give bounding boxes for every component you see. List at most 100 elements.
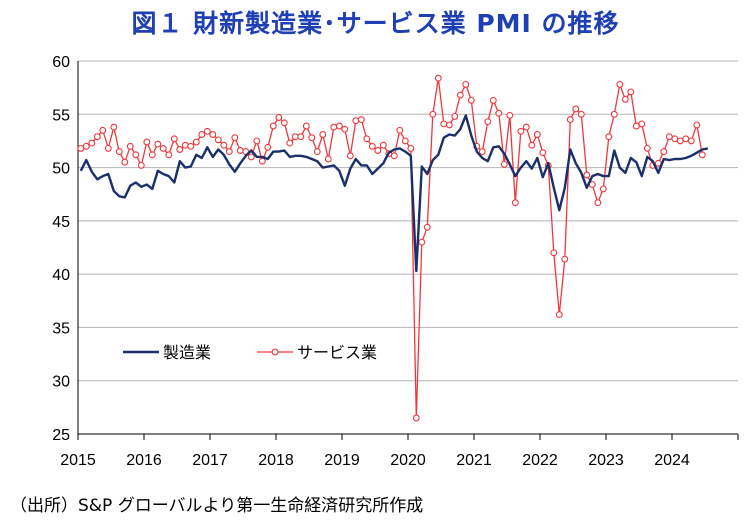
- data-point-services: [192, 138, 200, 146]
- data-point-services: [148, 151, 156, 159]
- data-point-services: [176, 146, 184, 153]
- data-point-services: [440, 120, 448, 128]
- y-tick-label: 30: [52, 374, 70, 391]
- data-point-services: [412, 414, 420, 422]
- data-point-services: [418, 238, 426, 246]
- data-point-services: [275, 114, 283, 121]
- x-tick-label: 2018: [258, 452, 294, 469]
- data-point-services: [561, 255, 569, 263]
- x-tick-label: 2016: [126, 452, 162, 469]
- data-point-services: [341, 125, 349, 133]
- data-point-services: [99, 126, 107, 134]
- legend-label-manufacturing: 製造業: [163, 344, 211, 362]
- data-point-services: [368, 142, 376, 150]
- data-point-services: [220, 141, 228, 149]
- y-tick-label: 50: [52, 161, 70, 178]
- data-point-services: [610, 110, 618, 118]
- x-tick-label: 2024: [654, 452, 690, 469]
- data-point-services: [605, 133, 613, 141]
- x-tick-label: 2021: [456, 452, 492, 469]
- data-point-services: [616, 80, 624, 88]
- data-point-services: [110, 123, 118, 131]
- y-axis-tick-labels: 25 30 35 40 45 50 55 60: [52, 54, 70, 444]
- legend-marker-services: [271, 348, 279, 356]
- data-point-services: [82, 142, 90, 150]
- data-point-services: [319, 131, 327, 138]
- gridlines: [78, 60, 738, 382]
- data-point-services: [462, 80, 470, 88]
- data-point-services: [676, 137, 684, 145]
- data-point-services: [214, 136, 222, 144]
- data-point-services: [286, 139, 294, 147]
- x-tick-label: 2023: [588, 452, 624, 469]
- data-point-services: [500, 160, 508, 168]
- y-tick-label: 55: [52, 107, 70, 124]
- chart-title: 図１ 財新製造業･サービス業 PMI の推移: [131, 9, 620, 38]
- x-tick-label: 2020: [390, 452, 426, 469]
- data-point-services: [357, 116, 365, 124]
- data-point-services: [423, 223, 431, 231]
- data-point-services: [104, 144, 112, 152]
- data-point-services: [632, 122, 640, 130]
- data-point-services: [528, 141, 536, 149]
- data-point-services: [594, 199, 602, 207]
- data-point-services: [627, 88, 635, 96]
- x-tick-label: 2022: [522, 452, 558, 469]
- data-point-services: [143, 138, 151, 146]
- data-point-services: [154, 140, 162, 148]
- data-point-services: [539, 149, 547, 157]
- data-point-services: [363, 135, 371, 143]
- data-point-services: [660, 148, 668, 156]
- data-point-services: [187, 142, 195, 150]
- data-point-services: [687, 137, 695, 145]
- data-point-services: [517, 127, 525, 135]
- data-point-services: [506, 111, 514, 119]
- plot-area: [77, 74, 709, 422]
- data-point-services: [132, 151, 140, 159]
- data-point-services: [165, 151, 173, 159]
- data-point-services: [137, 161, 145, 169]
- data-point-services: [170, 135, 178, 143]
- data-point-services: [93, 133, 101, 141]
- data-point-services: [313, 148, 321, 156]
- x-tick-label: 2017: [192, 452, 228, 469]
- data-point-services: [577, 110, 585, 118]
- data-point-services: [434, 74, 442, 82]
- series-line-manufacturing: [79, 114, 709, 273]
- series-line-services: [80, 78, 703, 419]
- x-tick-label: 2019: [324, 452, 360, 469]
- axes: [77, 61, 739, 440]
- data-point-services: [671, 135, 679, 143]
- data-point-services: [253, 137, 261, 145]
- y-tick-label: 25: [52, 427, 70, 444]
- x-tick-label: 2015: [60, 452, 96, 469]
- y-tick-label: 35: [52, 320, 70, 337]
- data-point-services: [445, 121, 453, 129]
- y-tick-label: 40: [52, 267, 70, 284]
- data-point-services: [335, 122, 343, 130]
- data-point-services: [621, 95, 629, 103]
- data-point-services: [269, 122, 277, 130]
- data-point-services: [346, 152, 354, 160]
- data-point-services: [429, 110, 437, 118]
- data-point-services: [280, 119, 288, 127]
- data-point-services: [308, 134, 316, 142]
- x-axis-tick-labels: 2015 2016 2017 2018 2019 2020 2021 2022 2023 2024: [60, 452, 690, 469]
- data-point-services: [550, 249, 558, 257]
- data-point-services: [236, 147, 244, 154]
- data-point-services: [451, 112, 459, 120]
- data-point-services: [698, 151, 706, 159]
- data-point-services: [264, 143, 272, 151]
- legend: 製造業 サービス業: [123, 344, 377, 362]
- data-point-services: [291, 133, 299, 141]
- data-point-services: [401, 137, 409, 145]
- data-point-services: [115, 148, 123, 156]
- data-point-services: [489, 96, 497, 104]
- data-point-services: [77, 144, 85, 152]
- data-point-services: [379, 141, 387, 149]
- data-point-services: [478, 148, 486, 156]
- legend-label-services: サービス業: [297, 344, 377, 362]
- data-point-services: [231, 134, 239, 142]
- data-point-services: [484, 118, 492, 126]
